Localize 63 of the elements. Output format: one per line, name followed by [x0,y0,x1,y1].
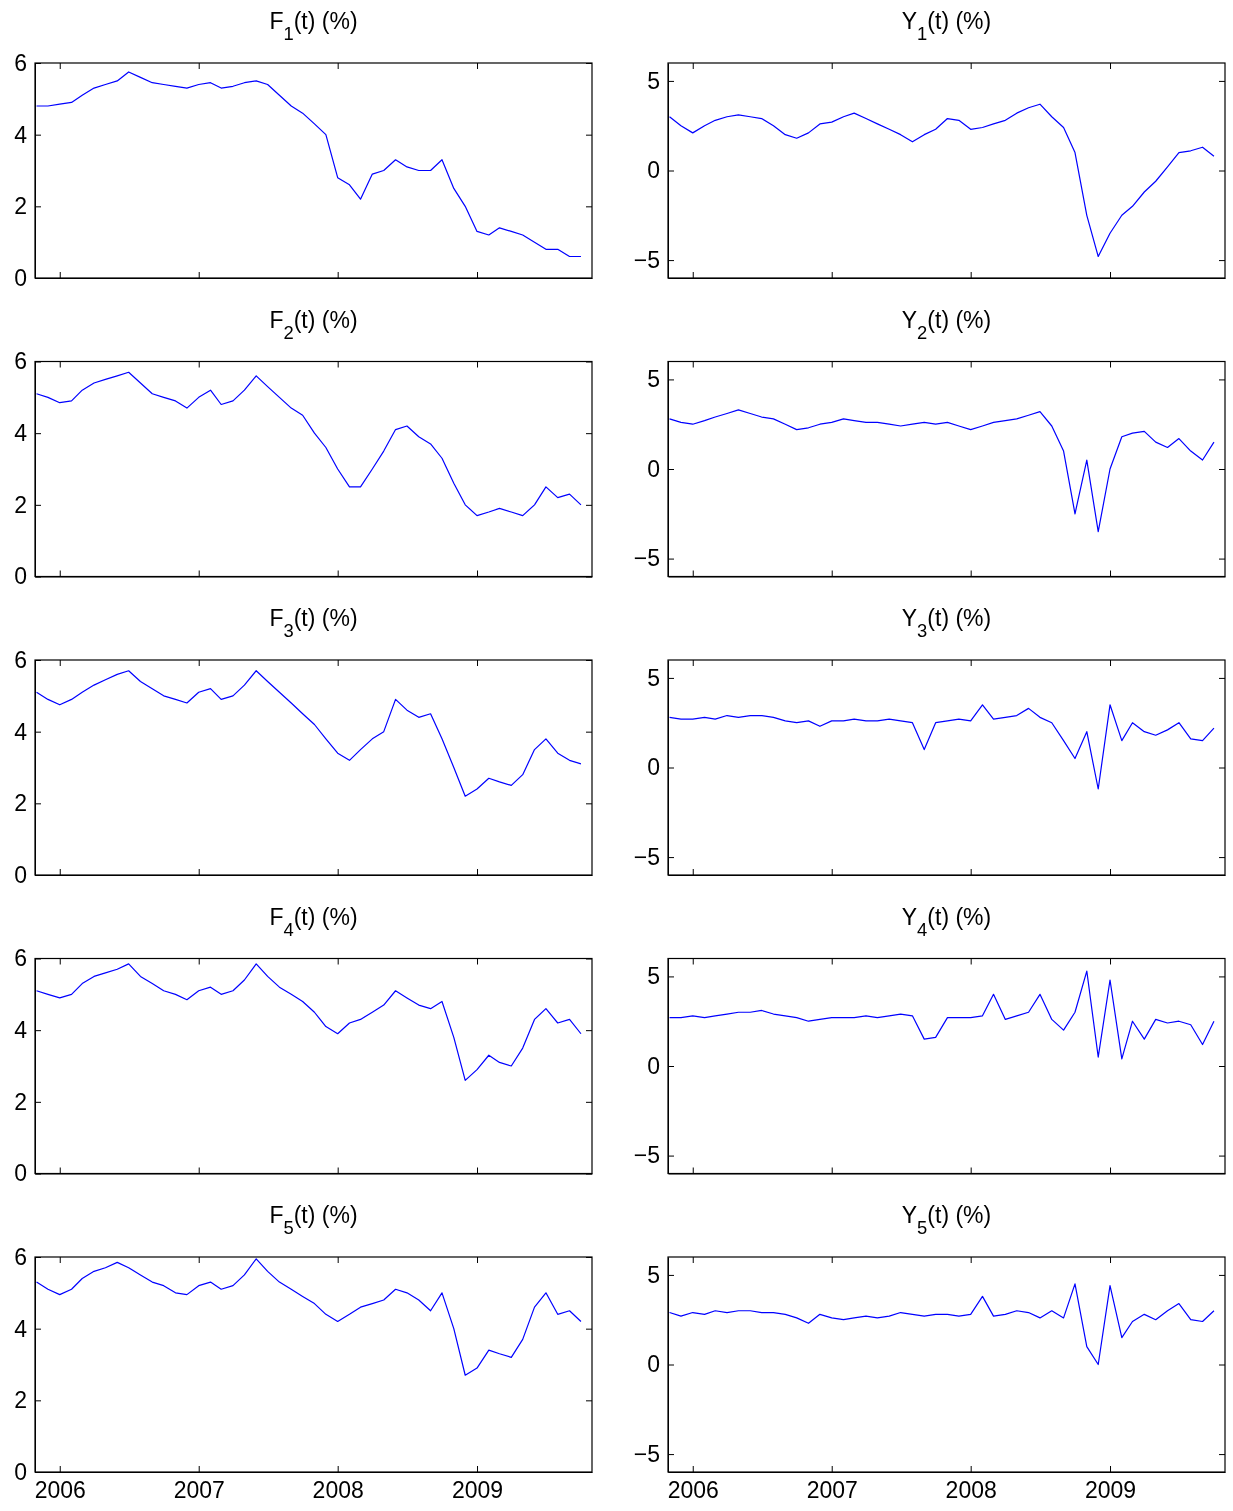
y-tick-label: 0 [647,754,660,781]
y-tick-label: 2 [14,491,27,518]
x-tick-label: 2007 [173,1477,225,1504]
line-series [35,670,582,797]
chart-title: Y$_{2}$(t) (%) [901,306,992,342]
y-tick-label: 2 [14,1387,27,1414]
y-tick-label: 2 [14,790,27,817]
y-tick-label: 0 [14,1458,27,1485]
line-series [668,103,1215,258]
y-tick-label: 4 [14,718,28,745]
x-tick-label: 2009 [1084,1477,1137,1504]
y-tick-label: 4 [14,121,28,148]
y-tick-label: 0 [14,563,27,590]
chart-title: F$_{4}$(t) (%) [269,903,358,939]
line-series [35,371,582,517]
y-tick-label: −5 [633,843,660,870]
chart-title: Y$_{4}$(t) (%) [901,903,992,939]
y-tick-label: 6 [14,646,27,673]
x-tick-label: 2008 [945,1477,997,1504]
y-tick-label: −5 [633,545,660,572]
chart-title: F$_{3}$(t) (%) [269,605,358,641]
y-tick-label: 0 [14,861,27,888]
chart-title: F$_{1}$(t) (%) [269,8,358,44]
x-tick-label: 2006 [667,1477,719,1504]
y-tick-label: 0 [14,1160,27,1187]
line-series [668,1283,1215,1366]
line-series [35,71,582,258]
y-tick-label: 0 [647,455,660,482]
y-tick-label: −5 [633,1440,660,1467]
y-tick-label: −5 [633,246,660,273]
y-tick-label: 5 [647,1261,660,1288]
chart-title: Y$_{1}$(t) (%) [901,8,992,44]
y-tick-label: 0 [647,1052,660,1079]
x-tick-label: 2009 [451,1477,504,1504]
line-series [668,970,1215,1060]
chart-title: F$_{5}$(t) (%) [269,1202,358,1238]
y-tick-label: 2 [14,1088,27,1115]
line-series [35,1258,582,1376]
y-tick-label: 6 [14,49,27,76]
line-series [668,704,1215,790]
y-tick-label: 5 [647,664,660,691]
x-tick-label: 2008 [312,1477,364,1504]
y-tick-label: −5 [633,1142,660,1169]
y-tick-label: 0 [14,264,27,291]
y-tick-label: 0 [647,1351,660,1378]
y-tick-label: 5 [647,963,660,990]
line-series [668,409,1215,533]
chart-title: Y$_{3}$(t) (%) [901,605,992,641]
x-tick-label: 2007 [806,1477,858,1504]
y-tick-label: 4 [14,1315,28,1342]
chart-title: Y$_{5}$(t) (%) [901,1202,992,1238]
y-tick-label: 4 [14,1017,28,1044]
y-tick-label: 6 [14,348,27,375]
y-tick-label: 6 [14,1243,27,1270]
chart-title: F$_{2}$(t) (%) [269,306,358,342]
y-tick-label: 6 [14,945,27,972]
x-tick-label: 2006 [34,1477,86,1504]
y-tick-label: 2 [14,193,27,220]
y-tick-label: 0 [647,157,660,184]
line-series [35,963,582,1081]
y-tick-label: 5 [647,366,660,393]
y-tick-label: 5 [647,67,660,94]
y-tick-label: 4 [14,420,28,447]
